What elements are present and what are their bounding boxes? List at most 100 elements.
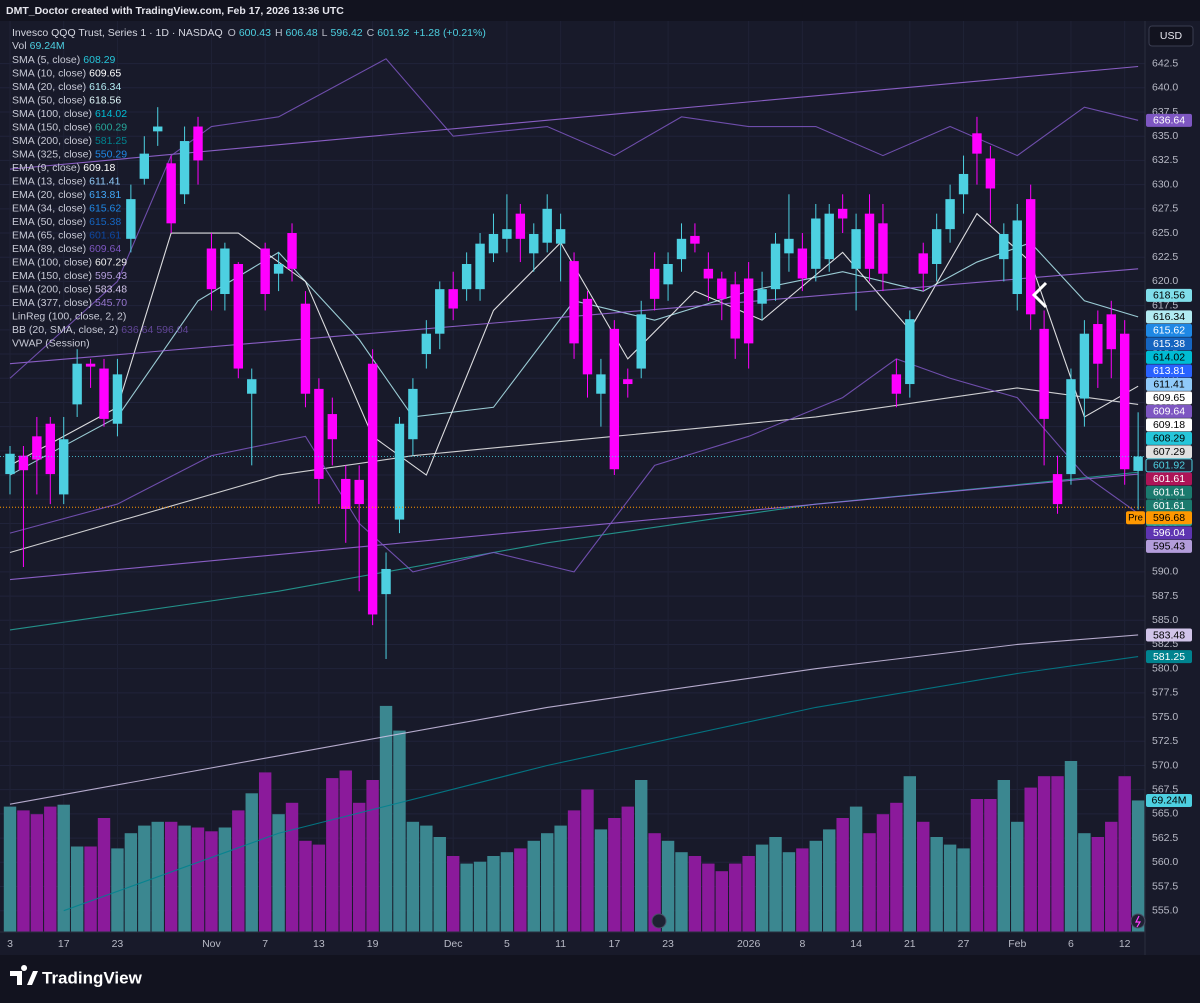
- candle-body: [663, 263, 673, 285]
- candle-body: [1012, 220, 1022, 295]
- volume-bar: [1037, 776, 1051, 932]
- indicator-line: [9, 473, 1139, 581]
- volume-bar: [648, 833, 661, 932]
- event-marker[interactable]: [651, 913, 667, 929]
- volume-bar: [782, 852, 796, 932]
- legend-name: VWAP (Session): [12, 337, 90, 349]
- candle-body: [314, 388, 324, 479]
- candle-body: [112, 374, 123, 424]
- price-tag-label: 609.65: [1153, 392, 1185, 404]
- legend-value: 609.64: [89, 243, 121, 255]
- legend-value: 550.29: [95, 148, 127, 160]
- volume-bar: [863, 833, 876, 932]
- candle-body: [354, 479, 364, 505]
- footer-brand: TradingView: [42, 968, 143, 987]
- y-tick-label: 557.5: [1152, 880, 1178, 892]
- x-tick-label: 21: [904, 938, 916, 950]
- footer-bar: [0, 955, 1200, 1003]
- volume-bar: [554, 825, 567, 932]
- volume-bar: [917, 821, 930, 932]
- volume-bar: [769, 837, 782, 932]
- legend-value: 69.24M: [30, 40, 65, 52]
- volume-bar: [205, 831, 218, 932]
- candle-body: [1119, 333, 1130, 470]
- candle-body: [1093, 324, 1103, 364]
- volume-bar: [581, 789, 594, 932]
- event-marker[interactable]: [1130, 913, 1146, 929]
- volume-bar: [594, 829, 608, 932]
- volume-bar: [796, 848, 809, 932]
- candle-body: [945, 199, 955, 230]
- volume-bar: [500, 852, 514, 932]
- candle-body: [153, 126, 163, 132]
- volume-bar: [1011, 821, 1024, 932]
- volume-bar: [876, 814, 890, 932]
- volume-bar: [446, 856, 460, 932]
- candle-body: [461, 263, 472, 290]
- volume-bar: [1051, 776, 1064, 932]
- legend-name: BB (20, SMA, close, 2): [12, 324, 118, 336]
- y-tick-label: 577.5: [1152, 687, 1178, 699]
- volume-bar: [984, 799, 997, 932]
- volume-bar: [258, 772, 272, 932]
- legend-name: EMA (150, close): [12, 270, 92, 282]
- x-tick-label: 3: [7, 938, 13, 950]
- x-tick-label: 27: [958, 938, 970, 950]
- volume-bar: [514, 848, 527, 932]
- quote-label: H: [275, 27, 283, 39]
- legend-value: 618.56: [89, 94, 121, 106]
- volume-bar: [70, 846, 84, 932]
- price-tag: [1146, 377, 1192, 391]
- currency[interactable]: USD: [1160, 30, 1183, 42]
- price-tag: [1146, 511, 1192, 525]
- candle-body: [488, 233, 499, 254]
- candle-body: [247, 379, 257, 394]
- price-tag-label: 596.04: [1153, 527, 1185, 539]
- volume-bar: [285, 802, 299, 932]
- price-tag-label: 614.02: [1153, 352, 1185, 364]
- candle-body: [166, 163, 176, 224]
- price-tag: [1146, 650, 1192, 664]
- candle-body: [515, 213, 526, 239]
- legend-name: LinReg (100, close, 2, 2): [12, 310, 126, 322]
- candle-body: [555, 229, 566, 244]
- y-tick-label: 625.0: [1152, 227, 1178, 239]
- price-tag-label: 608.29: [1153, 433, 1185, 445]
- volume-bar: [836, 818, 849, 932]
- volume-bar: [339, 770, 352, 932]
- x-tick-label: 7: [262, 938, 268, 950]
- candle-body: [126, 199, 136, 239]
- quote-label: O: [228, 27, 236, 39]
- arrow-annotation: [1031, 281, 1048, 309]
- candle-body: [72, 363, 82, 405]
- indicator-line: [63, 656, 1139, 912]
- volume-bar: [84, 846, 97, 932]
- price-tag-label: 615.38: [1153, 338, 1185, 350]
- x-tick-label: 14: [850, 938, 862, 950]
- candle-body: [784, 238, 794, 254]
- pre-badge-label: Pre: [1128, 513, 1143, 524]
- candle-body: [609, 328, 620, 470]
- top-bar: [0, 0, 1200, 21]
- y-tick-label: 587.5: [1152, 590, 1178, 602]
- currency-box[interactable]: [1148, 25, 1194, 47]
- candle-body: [193, 126, 203, 161]
- candle-body: [918, 253, 928, 274]
- candle-body: [797, 248, 808, 279]
- candle-body: [958, 173, 969, 195]
- price-tag: [1146, 404, 1192, 418]
- quote-value: 606.48: [286, 27, 318, 39]
- volume-bar: [823, 829, 836, 932]
- price-tag: [1146, 485, 1192, 499]
- candle-body: [1025, 199, 1036, 315]
- y-tick-label: 572.5: [1152, 735, 1178, 747]
- legend-name: EMA (100, close): [12, 256, 92, 268]
- candle-body: [5, 453, 15, 475]
- candle-body: [743, 278, 754, 344]
- candle-body: [542, 208, 552, 243]
- price-tag-label: 607.29: [1153, 446, 1185, 458]
- volume-tag-label: 69.24M: [1151, 795, 1186, 807]
- x-tick-label: 17: [58, 938, 70, 950]
- candle-body: [878, 223, 888, 274]
- candle-body: [676, 238, 687, 260]
